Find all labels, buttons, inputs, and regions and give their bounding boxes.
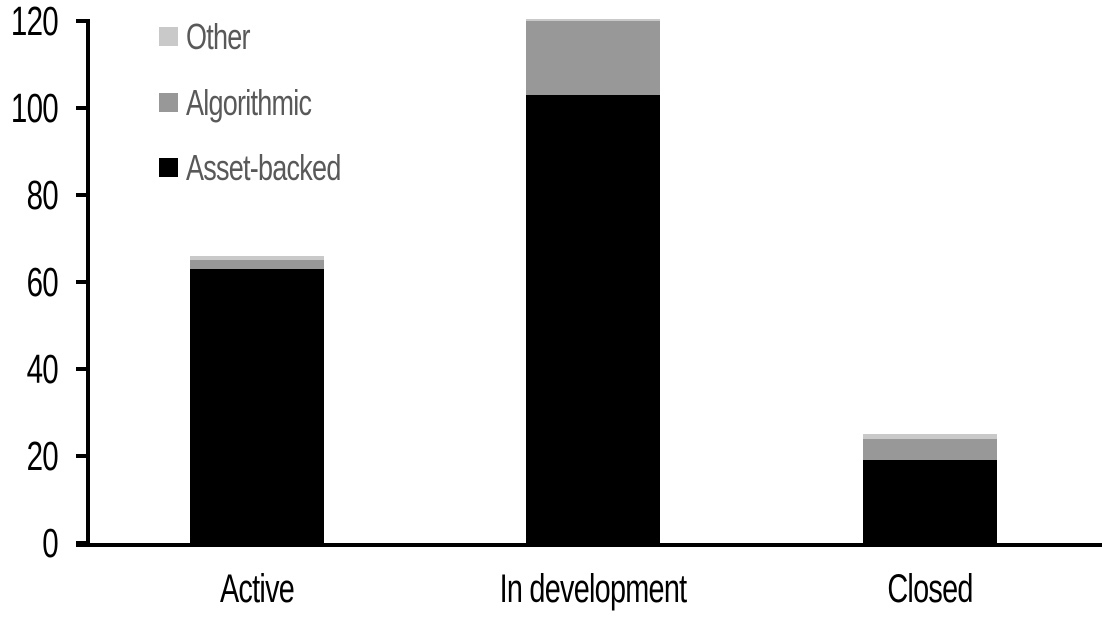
x-axis-label-in-development: In development <box>499 567 688 611</box>
y-tick-label: 20 <box>26 433 59 479</box>
bar-segment-other-closed <box>863 434 997 439</box>
y-tick-mark <box>76 193 89 197</box>
bar-segment-asset-backed-in-development <box>526 94 660 543</box>
y-tick-label: 60 <box>26 259 59 305</box>
bar-segment-algorithmic-active <box>190 260 324 269</box>
y-tick-mark <box>76 19 89 23</box>
y-tick-label: 80 <box>26 172 59 218</box>
x-axis-label-active: Active <box>219 567 295 611</box>
y-tick-mark <box>76 541 89 545</box>
bar-segment-algorithmic-closed <box>863 438 997 461</box>
bar-segment-asset-backed-active <box>190 268 324 543</box>
legend-swatch-icon <box>159 93 178 112</box>
y-tick-mark <box>76 367 89 371</box>
y-tick-label: 120 <box>10 0 59 44</box>
y-tick-mark <box>76 106 89 110</box>
y-tick-mark <box>76 280 89 284</box>
y-tick-mark <box>76 454 89 458</box>
bar-segment-other-active <box>190 255 324 261</box>
legend-swatch-icon <box>159 27 178 46</box>
bar-segment-algorithmic-in-development <box>526 21 660 95</box>
bar-segment-other-in-development <box>526 18 660 21</box>
legend-swatch-icon <box>159 158 178 177</box>
y-tick-label: 100 <box>10 85 59 131</box>
legend-label: Algorithmic <box>186 82 312 123</box>
x-axis-label-closed: Closed <box>887 567 973 611</box>
x-axis-line <box>76 543 1102 547</box>
y-tick-label: 40 <box>26 346 59 392</box>
bar-segment-asset-backed-closed <box>863 460 997 543</box>
legend-label: Other <box>186 16 251 57</box>
legend-label: Asset-backed <box>186 147 341 188</box>
y-tick-label: 0 <box>42 520 58 566</box>
